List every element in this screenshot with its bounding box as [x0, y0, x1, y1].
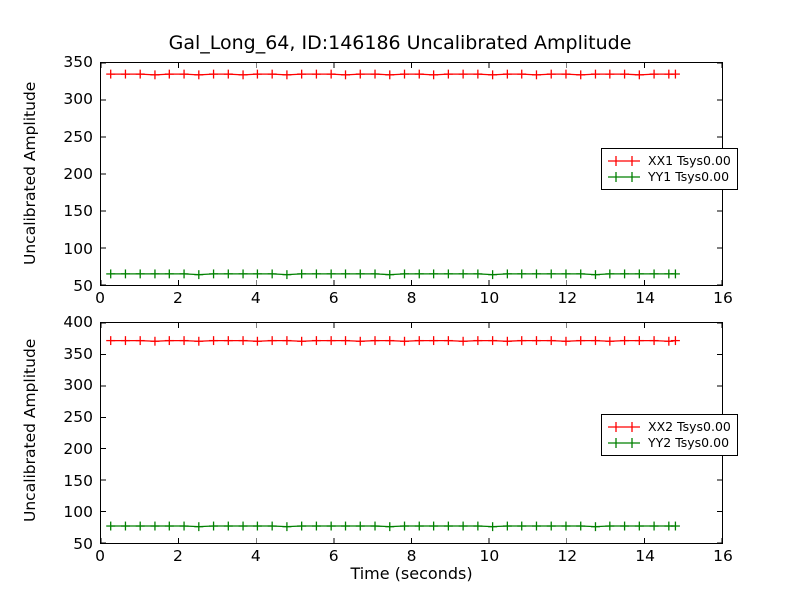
series-markers — [106, 336, 680, 346]
chart-title: Gal_Long_64, ID:146186 Uncalibrated Ampl… — [168, 32, 632, 54]
x-tick-label: 16 — [713, 289, 733, 307]
x-tick-label: 0 — [95, 547, 105, 565]
series-markers — [106, 521, 680, 532]
x-tick-label: 4 — [250, 547, 261, 565]
x-tick-label: 14 — [635, 547, 655, 565]
legend-entry[interactable]: YY1 Tsys0.00 — [607, 169, 731, 185]
y-tick-label: 300 — [63, 376, 93, 395]
x-axis-ticks-top: 0 2 4 6 8 10 12 14 16 — [0, 289, 800, 309]
x-tick-label: 6 — [328, 547, 339, 565]
x-tick-label: 6 — [328, 289, 339, 307]
y-tick-label: 250 — [63, 408, 93, 427]
x-axis-ticks-bottom: 0 2 4 6 8 10 12 14 16 — [0, 547, 800, 567]
series-markers — [106, 269, 680, 280]
x-tick-label: 14 — [635, 289, 655, 307]
x-tick-label: 10 — [479, 289, 500, 307]
x-tick-label: 12 — [557, 547, 578, 565]
y-tick-label: 50 — [73, 277, 93, 295]
y-tick-label: 350 — [63, 344, 93, 363]
plot-area-top — [101, 63, 722, 285]
x-tick-label: 10 — [479, 547, 500, 565]
y-tick-label: 100 — [63, 503, 93, 522]
y-tick-label: 50 — [73, 535, 93, 553]
x-tick-label: 12 — [557, 289, 578, 307]
series-line — [110, 273, 676, 276]
y-axis-label-bottom: Uncalibrated Amplitude — [21, 338, 39, 522]
x-tick-label: 8 — [406, 547, 417, 565]
x-axis-label: Time (seconds) — [350, 564, 473, 583]
plot-area-bottom — [101, 323, 722, 543]
y-axis-ticks-top: 50 100 150 200 250 300 350 — [33, 54, 93, 294]
legend-label: XX1 Tsys0.00 — [648, 153, 731, 168]
y-tick-label: 400 — [63, 313, 93, 331]
series-line — [110, 339, 676, 342]
y-tick-label: 150 — [63, 471, 93, 490]
y-tick-label: 200 — [63, 439, 93, 458]
y-axis-label-top: Uncalibrated Amplitude — [21, 81, 39, 265]
legend-bottom[interactable]: XX2 Tsys0.00 YY2 Tsys0.00 — [601, 414, 738, 456]
series-line — [110, 73, 676, 76]
legend-line-sample — [608, 422, 640, 432]
y-axis-ticks-bottom: 50 100 150 200 250 300 350 400 — [33, 314, 93, 552]
y-tick-label: 150 — [63, 202, 93, 221]
legend-line-sample — [608, 438, 640, 448]
y-tick-label: 100 — [63, 239, 93, 258]
y-tick-label: 300 — [63, 90, 93, 109]
legend-entry[interactable]: XX1 Tsys0.00 — [607, 153, 731, 169]
y-tick-label: 250 — [63, 127, 93, 146]
x-tick-label: 2 — [172, 547, 183, 565]
x-tick-label: 16 — [713, 547, 733, 565]
x-tick-label: 4 — [250, 289, 261, 307]
legend-label: YY1 Tsys0.00 — [648, 169, 730, 184]
legend-top[interactable]: XX1 Tsys0.00 YY1 Tsys0.00 — [601, 148, 738, 190]
legend-line-sample — [608, 156, 640, 166]
x-tick-label: 8 — [406, 289, 417, 307]
series-line — [110, 525, 676, 528]
series-markers — [106, 69, 680, 80]
legend-label: YY2 Tsys0.00 — [648, 435, 730, 450]
y-tick-label: 200 — [63, 165, 93, 183]
x-tick-label: 0 — [95, 289, 105, 307]
legend-entry[interactable]: XX2 Tsys0.00 — [607, 419, 731, 435]
x-tick-label: 2 — [172, 289, 183, 307]
legend-entry[interactable]: YY2 Tsys0.00 — [607, 435, 731, 451]
legend-line-sample — [608, 172, 640, 182]
legend-label: XX2 Tsys0.00 — [648, 419, 731, 434]
y-tick-label: 350 — [63, 53, 93, 71]
